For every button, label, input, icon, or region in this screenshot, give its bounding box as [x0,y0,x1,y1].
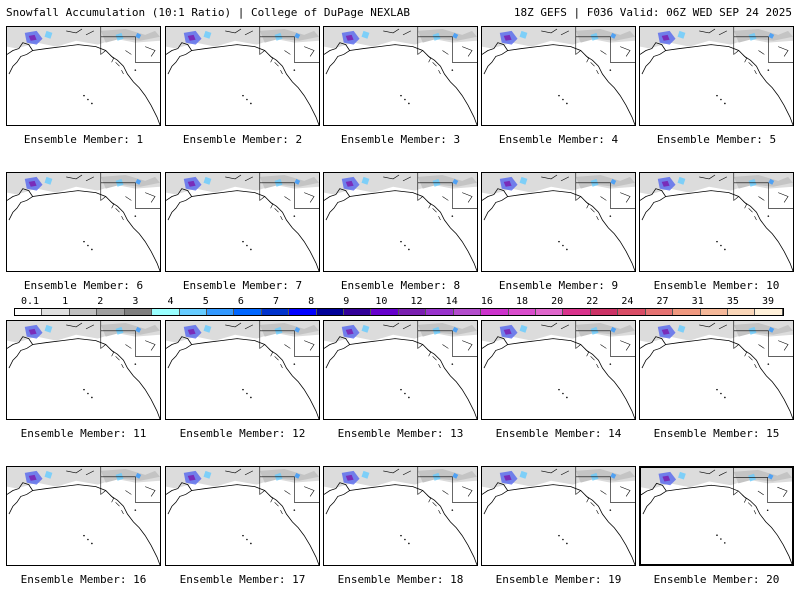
map-panel-member-9 [481,172,636,272]
member-label: Ensemble Member: 16 [20,573,147,586]
member-label: Ensemble Member: 18 [337,573,464,586]
map-panel-member-20 [639,466,794,566]
colorbar-tick-label: 16 [480,296,493,307]
colorbar-tick-label: 31 [691,296,704,307]
colorbar-swatch [97,309,125,315]
colorbar-swatch [42,309,70,315]
snowfall-colorbar [14,308,784,316]
map-panel-member-4 [481,26,636,126]
member-label: Ensemble Member: 17 [179,573,306,586]
member-label: Ensemble Member: 12 [179,427,306,440]
colorbar-swatch [426,309,454,315]
colorbar-tick-label: 7 [272,296,280,307]
colorbar-swatch [508,309,537,315]
model-run-info: 18Z GEFS | F036 Valid: 06Z WED SEP 24 20… [513,6,792,19]
member-label: Ensemble Member: 10 [653,279,780,292]
map-panel-member-3 [323,26,478,126]
colorbar-swatch [536,309,564,315]
member-label: Ensemble Member: 13 [337,427,464,440]
map-panel-member-1 [6,26,161,126]
colorbar-swatch [673,309,701,315]
colorbar-tick-label: 3 [132,296,139,307]
map-panel-member-18 [323,466,478,566]
colorbar-tick-label: 20 [551,296,564,307]
colorbar-tick-label: 24 [621,296,634,307]
colorbar-swatch [563,309,591,315]
member-label: Ensemble Member: 15 [653,427,780,440]
colorbar-swatch [755,309,783,315]
colorbar-swatch [453,309,482,315]
colorbar-swatch [398,309,427,315]
colorbar-swatch [234,309,262,315]
colorbar-tick-label: 35 [726,296,739,307]
map-panel-member-5 [639,26,794,126]
map-panel-member-17 [165,466,320,566]
member-label: Ensemble Member: 6 [23,279,144,292]
member-label: Ensemble Member: 3 [340,133,461,146]
member-label: Ensemble Member: 4 [498,133,619,146]
map-panel-member-2 [165,26,320,126]
map-panel-member-15 [639,320,794,420]
colorbar-tick-label: 10 [375,296,388,307]
member-label: Ensemble Member: 9 [498,279,619,292]
map-panel-member-12 [165,320,320,420]
colorbar-swatch [261,309,290,315]
member-label: Ensemble Member: 7 [182,279,303,292]
colorbar-tick-label: 39 [761,296,775,307]
colorbar-tick-label: 4 [167,296,174,307]
colorbar-swatch [371,309,399,315]
map-panel-member-13 [323,320,478,420]
member-label: Ensemble Member: 20 [653,573,780,586]
colorbar-tick-label: 18 [515,296,529,307]
member-label: Ensemble Member: 8 [340,279,461,292]
colorbar-swatch [727,309,756,315]
map-panel-member-7 [165,172,320,272]
colorbar-tick-label: 22 [586,296,599,307]
member-label: Ensemble Member: 14 [495,427,622,440]
colorbar-swatch [124,309,153,315]
colorbar-swatch [179,309,207,315]
colorbar-swatch [590,309,619,315]
colorbar-swatch [316,309,345,315]
map-panel-member-19 [481,466,636,566]
colorbar-swatch [152,309,180,315]
colorbar-swatch [289,309,317,315]
colorbar-swatch [645,309,674,315]
colorbar-tick-label: 5 [202,296,209,307]
colorbar-swatch [69,309,98,315]
colorbar-labels: 0.1 1 2 3 4 5 6 7 8 9 10 12 14 16 18 20 22 24 27 31 35 39 [14,296,784,308]
member-label: Ensemble Member: 5 [656,133,777,146]
colorbar-tick-label: 1 [62,296,69,307]
map-title: Snowfall Accumulation (10:1 Ratio) | Col… [6,6,410,19]
colorbar-swatch [481,309,509,315]
member-label: Ensemble Member: 11 [20,427,147,440]
colorbar-tick-label: 9 [343,296,350,307]
colorbar-tick-label: 0.1 [20,296,40,307]
colorbar-tick-label: 14 [445,296,458,307]
map-panel-member-8 [323,172,478,272]
member-label: Ensemble Member: 1 [23,133,144,146]
colorbar-swatch [206,309,235,315]
map-panel-member-10 [639,172,794,272]
colorbar-swatch [700,309,728,315]
member-label: Ensemble Member: 19 [495,573,622,586]
map-panel-member-14 [481,320,636,420]
member-label: Ensemble Member: 2 [182,133,303,146]
colorbar-tick-label: 6 [237,296,244,307]
colorbar-tick-label: 8 [308,296,315,307]
colorbar-swatch [344,309,372,315]
map-panel-member-16 [6,466,161,566]
colorbar-swatch [15,309,43,315]
colorbar-swatch [618,309,646,315]
colorbar-tick-label: 27 [656,296,669,307]
map-panel-member-11 [6,320,161,420]
colorbar-tick-label: 2 [97,296,104,307]
colorbar-tick-label: 12 [410,296,423,307]
map-panel-member-6 [6,172,161,272]
